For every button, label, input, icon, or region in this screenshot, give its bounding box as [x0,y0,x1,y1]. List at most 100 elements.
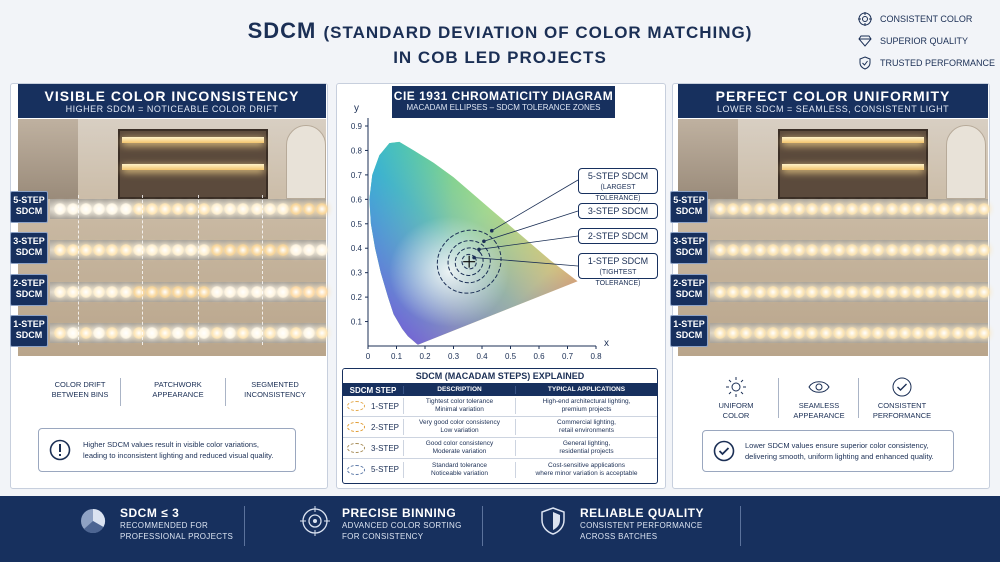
y-tick-label: 0.3 [351,269,363,278]
divider [120,378,121,406]
footer-item-binning: PRECISE BINNING ADVANCED COLOR SORTING FOR… [300,506,462,542]
led-chip [93,203,106,215]
feature-color-drift: COLOR DRIFT BETWEEN BINS [51,380,109,399]
x-axis-label: x [604,338,609,349]
macadam-ellipse [447,240,491,284]
led-chip [198,203,211,215]
led-chip [714,244,726,256]
led-chip [145,203,158,215]
led-chip [250,244,263,256]
led-chip [54,244,66,256]
feature-uniform-color: UNIFORM COLOR [700,376,772,421]
led-chip [237,286,250,298]
led-chip [132,244,145,256]
bin-divider [262,195,263,345]
y-tick-label: 0.5 [351,220,363,229]
leader-line [478,235,579,250]
x-tick-label: 0.4 [476,352,488,361]
y-axis-label: y [354,103,359,114]
led-chip [912,244,924,256]
led-chip [289,203,302,215]
led-chip [276,327,289,339]
led-chip [766,327,779,339]
led-chip [80,244,93,256]
led-chip [912,327,924,339]
chart-title-bar: CIE 1931 CHROMATICITY DIAGRAM MACADAM EL… [392,86,615,118]
eye-icon [808,381,830,393]
led-chip [119,244,132,256]
table-header-row: SDCM STEP DESCRIPTION TYPICAL APPLICATIO… [343,384,657,396]
led-chip [171,203,184,215]
leader-line [491,179,579,232]
bin-divider [198,195,199,345]
led-chip [859,286,872,298]
feature-patchwork: PATCHWORK APPEARANCE [152,380,204,399]
shield-check-icon [859,56,871,70]
led-chip [119,327,132,339]
table-row: 2-STEP Very good color consistency Low va… [343,417,657,438]
led-chip [67,203,80,215]
led-chip [132,327,145,339]
led-chip [714,327,726,339]
shield-icon [541,507,565,535]
led-chip [780,203,792,215]
led-chip [185,286,197,298]
led-chip [237,244,250,256]
divider [225,378,226,406]
led-chip [171,286,184,298]
leader-line [474,257,579,267]
x-tick-label: 0.7 [562,352,574,361]
x-tick-label: 0 [366,352,371,361]
x-tick-label: 0.3 [448,352,460,361]
led-chip [753,327,766,339]
led-chip [832,244,845,256]
step-tag: 2-STEP SDCM [10,274,48,306]
led-chip [224,327,237,339]
right-panel-header: PERFECT COLOR UNIFORMITY LOWER SDCM = SE… [678,84,988,118]
badge-consistent-color: CONSISTENT COLOR [858,12,972,26]
led-chip [912,286,924,298]
x-tick-label: 0.6 [533,352,545,361]
led-chip [93,286,106,298]
led-chip [753,203,766,215]
label-1-step: 1-STEP SDCM (TIGHTEST TOLERANCE) [578,253,658,287]
led-chip [158,327,171,339]
led-chip [198,327,211,339]
led-strip [710,323,990,343]
led-chip [302,286,315,298]
led-chip [119,203,132,215]
led-chip [316,286,328,298]
led-chip [263,244,276,256]
led-chip [859,244,872,256]
led-chip [93,327,106,339]
y-tick-label: 0.4 [351,244,363,253]
led-chip [885,327,898,339]
led-chip [846,327,858,339]
led-chip [951,327,964,339]
led-chip [145,286,158,298]
led-chip [198,244,211,256]
led-chip [158,203,171,215]
ellipse-swatch [346,401,365,411]
chart-title: CIE 1931 CHROMATICITY DIAGRAM [393,89,614,103]
led-chip [819,244,832,256]
led-chip [832,286,845,298]
led-chip [898,327,911,339]
step-tag: 1-STEP SDCM [670,315,708,347]
led-chip [925,244,938,256]
shelf-light [122,164,264,170]
window [18,119,78,199]
y-tick-label: 0.8 [351,146,363,155]
sdcm-table: SDCM (MACADAM STEPS) EXPLAINED SDCM STEP… [342,368,658,484]
led-chip [846,286,858,298]
x-tick-label: 0.5 [505,352,517,361]
label-3-step: 3-STEP SDCM [578,203,658,219]
table-row: 5-STEP Standard tolerance Noticeable vari… [343,459,657,480]
led-chip [54,327,66,339]
led-chip [885,203,898,215]
led-strip [710,240,990,260]
x-tick-label: 0.1 [391,352,403,361]
led-chip [912,203,924,215]
led-chip [766,244,779,256]
table-row: 1-STEP Tightest color tolerance Minimal v… [343,396,657,417]
